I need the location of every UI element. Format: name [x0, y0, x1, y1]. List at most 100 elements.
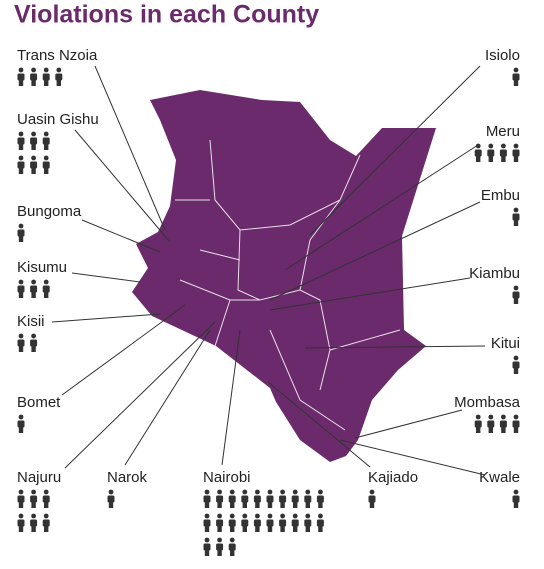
person-icon [253, 513, 261, 532]
icon-head [242, 489, 248, 495]
icon-legs [318, 501, 323, 508]
icon-body [512, 495, 520, 503]
county-name: Nairobi [203, 469, 251, 486]
person-icon [216, 489, 224, 508]
icon-body [30, 519, 38, 527]
county-item: Kwale [339, 439, 520, 508]
leader-line [81, 219, 161, 253]
icon-head [43, 489, 49, 495]
icon-body [253, 519, 261, 527]
icon-head [18, 155, 24, 161]
county-item: Kisii [17, 313, 161, 352]
leader-line [94, 65, 166, 231]
icon-body [203, 519, 211, 527]
leader-line [61, 304, 186, 396]
icon-head [501, 143, 506, 149]
icon-body [487, 420, 495, 428]
icon-head [18, 489, 24, 495]
icon-legs [44, 143, 49, 150]
icon-legs [242, 501, 247, 508]
icon-legs [369, 501, 375, 508]
icon-head [204, 513, 210, 519]
county-item: Bungoma [17, 203, 161, 253]
icon-legs [31, 143, 36, 150]
icon-legs [18, 235, 24, 242]
person-icon [17, 155, 25, 174]
icon-body [216, 495, 224, 503]
person-icon [499, 143, 507, 162]
person-icon [512, 207, 520, 226]
person-icon [30, 155, 38, 174]
county-item: Trans Nzoia [17, 47, 166, 231]
icon-legs [204, 549, 210, 556]
leader-line [309, 65, 481, 236]
icon-head [513, 207, 519, 213]
icon-body [216, 519, 224, 527]
icon-legs [513, 219, 519, 226]
icon-head [229, 489, 235, 495]
icon-body [17, 73, 25, 81]
icon-legs [204, 525, 210, 532]
county-name: Kitui [491, 335, 520, 352]
icon-head [318, 513, 323, 519]
person-icon [241, 489, 249, 508]
icon-legs [230, 549, 235, 556]
icon-body [499, 420, 507, 428]
icon-head [31, 333, 36, 339]
person-icon [266, 513, 274, 532]
icon-legs [31, 79, 36, 86]
icon-head [280, 489, 285, 495]
icon-legs [217, 501, 222, 508]
icon-legs [305, 501, 310, 508]
icon-legs [305, 525, 310, 532]
county-name: Meru [486, 123, 520, 140]
icon-legs [255, 501, 260, 508]
icon-head [513, 67, 519, 73]
icon-body [512, 73, 520, 81]
icon-legs [513, 426, 519, 433]
icon-body [17, 339, 25, 347]
icon-body [17, 137, 25, 145]
person-icon [42, 513, 50, 532]
icon-body [291, 495, 299, 503]
icon-head [31, 155, 36, 161]
person-icon [512, 414, 520, 433]
icon-body [368, 495, 376, 503]
icon-legs [18, 79, 24, 86]
icon-head [217, 513, 223, 519]
person-icon [512, 355, 520, 374]
county-item: Kiambu [269, 265, 520, 311]
icon-body [304, 519, 312, 527]
leader-line [51, 313, 161, 323]
person-icon [499, 414, 507, 433]
icon-body [474, 149, 482, 157]
person-icon [42, 131, 50, 150]
leader-line [71, 272, 141, 283]
icon-body [304, 495, 312, 503]
person-icon [17, 223, 25, 242]
icon-head [18, 414, 24, 420]
person-icon [474, 143, 482, 162]
icon-legs [31, 167, 36, 174]
county-item: Nairobi [203, 329, 324, 556]
icon-legs [230, 525, 235, 532]
icon-head [305, 513, 311, 519]
icon-legs [318, 525, 323, 532]
icon-body [30, 73, 38, 81]
county-item: Najuru [17, 321, 216, 532]
icon-body [316, 519, 324, 527]
leader-line [267, 381, 371, 468]
county-name: Kiambu [469, 265, 520, 282]
icon-head [255, 513, 260, 519]
county-item: Narok [107, 329, 211, 508]
county-name: Uasin Gishu [17, 111, 99, 128]
person-icon [512, 67, 520, 86]
person-icon [17, 279, 25, 298]
icon-head [43, 279, 49, 285]
person-icon [17, 67, 25, 86]
county-item: Uasin Gishu [17, 111, 171, 243]
icon-legs [513, 367, 519, 374]
icon-body [241, 519, 249, 527]
person-icon [266, 489, 274, 508]
county-name: Kisii [17, 313, 45, 330]
